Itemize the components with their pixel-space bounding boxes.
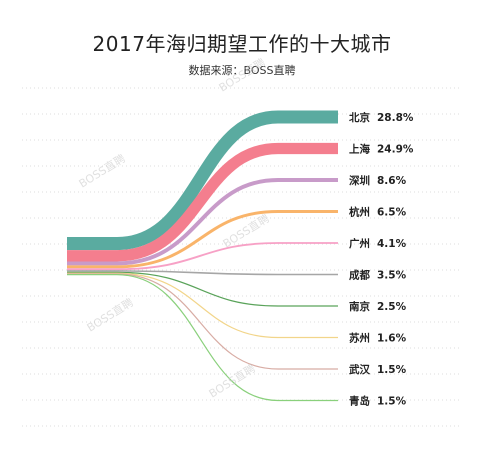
chart-subtitle: 数据来源：BOSS直聘 (188, 64, 296, 77)
flow-group (67, 110, 338, 402)
city-label: 广州 (349, 237, 370, 250)
value-label: 8.6% (377, 175, 407, 187)
flow-band (67, 242, 338, 271)
value-label: 4.1% (377, 238, 407, 250)
value-label: 1.6% (377, 333, 407, 345)
city-label: 杭州 (349, 206, 370, 219)
chart-title: 2017年海归期望工作的十大城市 (92, 32, 392, 56)
city-label: 上海 (349, 143, 370, 156)
value-label: 24.9% (377, 144, 414, 156)
city-label: 武汉 (349, 363, 370, 376)
watermark: BOSS直聘 (76, 151, 128, 190)
flow-band (67, 271, 338, 307)
city-label: 青岛 (349, 395, 370, 408)
watermark: BOSS直聘 (84, 295, 136, 334)
value-label: 2.5% (377, 301, 407, 313)
city-label: 苏州 (349, 332, 370, 345)
value-label: 6.5% (377, 207, 407, 219)
flow-band (67, 273, 338, 370)
city-label: 南京 (349, 300, 370, 313)
flow-band (67, 210, 338, 269)
value-label: 3.5% (377, 270, 407, 282)
city-label: 深圳 (349, 174, 370, 187)
flow-band (67, 142, 338, 262)
label-group: 北京 28.8% 上海 24.9% 深圳 8.6% 杭州 6.5% 广州 4.1% 成都 3.5% 南京… (349, 111, 414, 408)
flow-band (67, 274, 338, 402)
city-label: 北京 (349, 111, 370, 124)
value-label: 28.8% (377, 112, 414, 124)
flow-band (67, 270, 338, 276)
watermark: BOSS直聘 (216, 55, 268, 94)
value-label: 1.5% (377, 396, 407, 408)
flow-band (67, 272, 338, 339)
value-label: 1.5% (377, 364, 407, 376)
city-label: 成都 (349, 269, 370, 282)
flow-band (67, 178, 338, 266)
flow-band (67, 110, 338, 251)
